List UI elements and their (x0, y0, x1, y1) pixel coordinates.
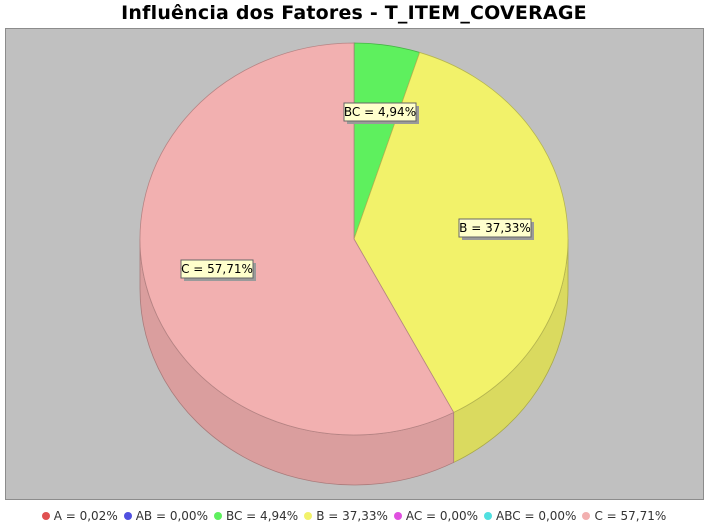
data-label-c: C = 57,71% (180, 259, 256, 281)
legend-item: BC = 4,94% (213, 509, 299, 523)
legend-item: ABC = 0,00% (484, 509, 576, 523)
legend-label: A = 0,02% (53, 509, 118, 523)
pie-chart: BC = 4,94% B = 37,33% C = 57,71% (139, 42, 569, 486)
legend-label: C = 57,71% (594, 509, 667, 523)
data-label-text: BC = 4,94% (344, 105, 416, 119)
legend-marker-icon (484, 512, 493, 520)
pie-slice-c (139, 42, 455, 436)
legend-label: ABC = 0,00% (496, 509, 577, 523)
data-label-text: B = 37,33% (459, 221, 531, 235)
legend-item: B = 37,33% (304, 509, 388, 523)
data-label-text: C = 57,71% (181, 262, 253, 276)
legend-marker-icon (304, 512, 313, 520)
legend-label: BC = 4,94% (225, 509, 299, 523)
legend-marker-icon (393, 512, 402, 520)
plot-area: BC = 4,94% B = 37,33% C = 57,71% (5, 28, 704, 500)
legend-marker-icon (213, 512, 222, 520)
data-label-bc: BC = 4,94% (343, 102, 419, 124)
legend-marker-icon (41, 512, 50, 520)
legend-item: AB = 0,00% (123, 509, 208, 523)
legend-marker-icon (123, 512, 132, 520)
legend: A = 0,02% AB = 0,00% BC = 4,94% B = 37,33% A… (0, 509, 708, 523)
data-label-b: B = 37,33% (458, 218, 534, 240)
legend-label: AC = 0,00% (405, 509, 479, 523)
legend-item: C = 57,71% (582, 509, 666, 523)
legend-item: AC = 0,00% (393, 509, 479, 523)
legend-marker-icon (582, 512, 591, 520)
legend-label: B = 37,33% (316, 509, 388, 523)
legend-item: A = 0,02% (41, 509, 118, 523)
chart-title: Influência dos Fatores - T_ITEM_COVERAGE (121, 2, 587, 24)
legend-label: AB = 0,00% (135, 509, 208, 523)
